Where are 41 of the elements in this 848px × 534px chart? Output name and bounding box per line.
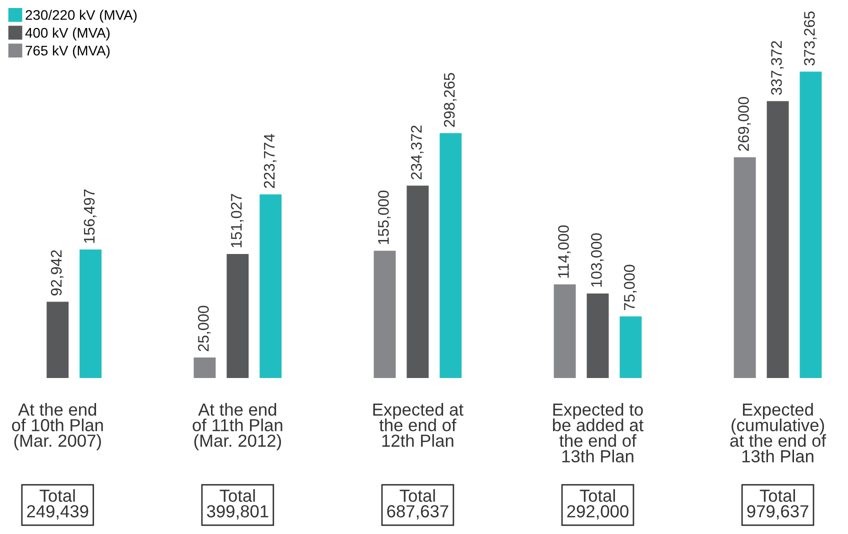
x-tick-label: Expected to be added at the end of 13th Plan — [553, 403, 644, 462]
data-label: 223,774 — [264, 134, 277, 188]
data-label: 234,372 — [410, 126, 424, 180]
data-label: 269,000 — [738, 97, 751, 151]
data-label: 92,942 — [50, 250, 64, 296]
data-label: 298,265 — [444, 73, 457, 127]
text: Total 979,637 — [747, 489, 808, 520]
bar — [586, 293, 609, 378]
bar — [440, 133, 462, 378]
text: Total 249,439 — [27, 489, 88, 520]
bar — [620, 316, 642, 378]
legend-label: 230/220 kV (MVA) — [26, 10, 137, 23]
bar — [766, 101, 789, 378]
data-label: 114,000 — [558, 225, 571, 278]
data-label: 103,000 — [591, 233, 604, 287]
bar — [80, 250, 102, 378]
bar — [226, 254, 249, 378]
text: Total 292,000 — [567, 489, 628, 520]
data-label: 75,000 — [624, 264, 637, 310]
text: Total 687,637 — [387, 489, 448, 520]
legend-label: 400 kV (MVA) — [25, 28, 110, 40]
bar — [734, 157, 756, 378]
bar — [46, 302, 69, 378]
bar — [260, 194, 282, 378]
data-label: 151,027 — [230, 194, 244, 248]
bar — [374, 250, 396, 378]
data-label: 155,000 — [378, 190, 391, 244]
data-label: 337,372 — [771, 41, 784, 95]
data-label: 156,497 — [84, 190, 96, 243]
x-tick-label: Expected at the end of 12th Plan — [373, 403, 464, 447]
x-tick-label: Expected (cumulative) at the end of 13th Plan — [730, 403, 826, 462]
x-tick-label: At the end of 10th Plan (Mar. 2007) — [12, 403, 103, 450]
bar — [554, 284, 576, 378]
text: Total 399,801 — [206, 489, 268, 520]
bar — [194, 357, 216, 378]
data-label: 373,265 — [804, 11, 817, 66]
bar — [800, 72, 822, 378]
bar — [406, 186, 429, 378]
x-tick-label: At the end of 11th Plan (Mar. 2012) — [192, 403, 282, 450]
legend-label: 765 kV (MVA) — [26, 45, 110, 58]
data-label: 25,000 — [198, 306, 211, 352]
